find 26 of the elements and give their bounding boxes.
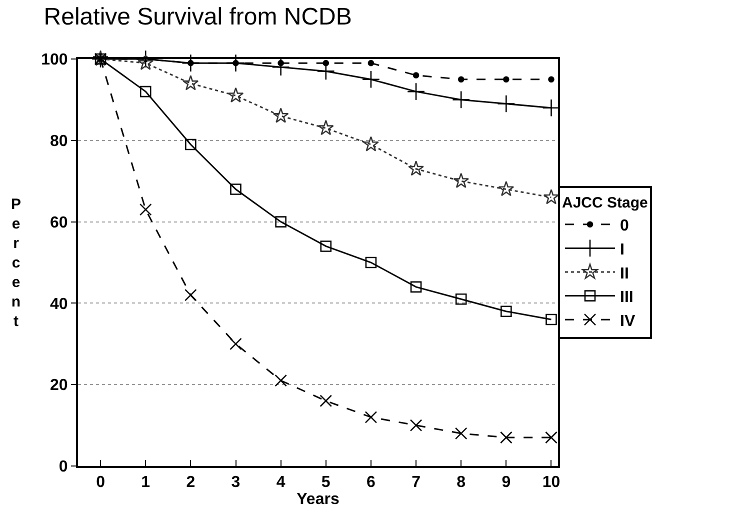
x-tick-label: 0 xyxy=(96,474,106,492)
y-tick-label: 40 xyxy=(50,296,68,313)
legend-title: AJCC Stage xyxy=(562,194,648,212)
x-tick-label: 1 xyxy=(141,474,150,492)
y-tick-label: 0 xyxy=(58,458,68,476)
y-tick-label: 60 xyxy=(50,214,68,232)
legend-label: II xyxy=(620,265,629,282)
x-tick-label: 9 xyxy=(502,474,511,492)
legend-label: III xyxy=(620,289,634,306)
legend-label: IV xyxy=(620,312,636,330)
y-axis-title: Percent xyxy=(11,196,22,330)
x-tick-label: 5 xyxy=(321,474,330,492)
chart-title: Relative Survival from NCDB xyxy=(44,4,352,31)
x-axis-title: Years xyxy=(296,491,340,508)
legend-label: 0 xyxy=(620,218,629,235)
legend-label: I xyxy=(620,241,624,258)
x-tick-label: 10 xyxy=(542,474,560,492)
x-tick-label: 6 xyxy=(366,474,376,492)
y-tick-label: 80 xyxy=(50,133,68,150)
x-tick-label: 7 xyxy=(412,474,421,492)
y-tick-label: 20 xyxy=(50,377,68,394)
x-tick-label: 8 xyxy=(456,474,466,492)
x-tick-label: 4 xyxy=(276,474,286,492)
x-tick-label: 3 xyxy=(231,474,240,492)
x-tick-label: 2 xyxy=(186,474,196,492)
y-tick-label: 100 xyxy=(41,52,68,69)
